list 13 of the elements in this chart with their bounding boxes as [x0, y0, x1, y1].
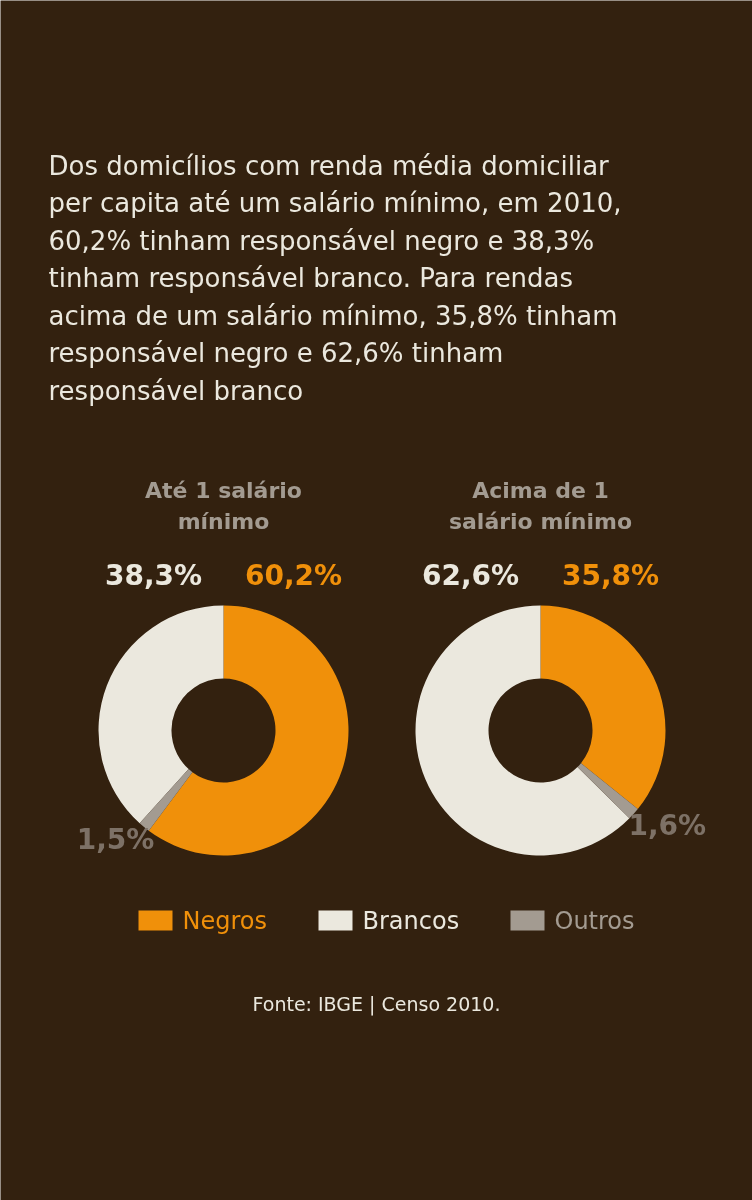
- data-label: 1,6%: [628, 808, 707, 842]
- legend-label: Outros: [554, 906, 635, 935]
- text: Dos domicílios com renda média domiciliar per capita até um salário mínimo, em 2010, 60,2% tinham responsável negro e 38,3% tinham responsável branco. Para rendas acima de um salário mínimo, 35,8% tinham responsável negro e 62,6% tinham responsável branco: [48, 150, 622, 406]
- data-label: 60,2%: [244, 559, 343, 592]
- source-note: Fonte: IBGE | Censo 2010.: [252, 992, 501, 1016]
- chart-title: Acima de 1 salário mínimo: [448, 478, 633, 534]
- data-label: 38,3%: [104, 559, 203, 592]
- data-label: 35,8%: [561, 559, 660, 592]
- data-label: 62,6%: [421, 559, 520, 592]
- chart-title: Até 1 salário mínimo: [145, 478, 302, 534]
- legend-label: Brancos: [362, 906, 460, 935]
- data-label: 1,5%: [76, 823, 155, 857]
- legend-label: Negros: [182, 906, 267, 935]
